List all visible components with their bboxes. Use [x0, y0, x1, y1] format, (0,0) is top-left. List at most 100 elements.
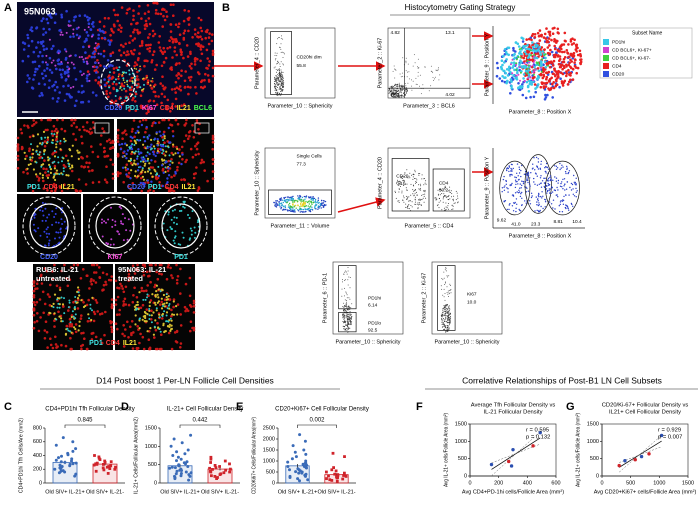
cell-dot: [282, 77, 284, 79]
cell-dot: [164, 145, 167, 148]
cell-dot: [542, 70, 545, 73]
cell-dot: [399, 91, 401, 93]
cell-dot: [397, 93, 398, 95]
cell-dot: [442, 322, 444, 324]
cell-dot: [309, 201, 311, 203]
cell-dot: [389, 86, 391, 88]
cell-dot: [554, 165, 556, 167]
cell-dot: [548, 32, 551, 36]
cell-dot: [540, 160, 542, 163]
cell-dot: [397, 200, 399, 202]
cell-dot: [57, 231, 60, 234]
cell-dot: [279, 86, 281, 88]
cell-dot: [28, 135, 32, 139]
cell-dot: [178, 85, 182, 88]
cell-dot: [149, 148, 152, 151]
cell-dot: [278, 74, 280, 76]
x-axis-label: Avg CD4+PD-1hi cells/Follicle Area (mm²): [462, 489, 564, 495]
cell-dot: [130, 22, 133, 26]
cell-dot: [448, 322, 450, 324]
cell-dot: [72, 315, 75, 318]
cell-dot: [176, 275, 180, 278]
cell-dot: [45, 54, 48, 57]
cell-dot: [553, 53, 556, 57]
cell-dot: [442, 201, 444, 203]
cell-dot: [348, 305, 350, 307]
cell-dot: [297, 210, 300, 212]
cell-dot: [105, 242, 108, 244]
cell-dot: [310, 197, 313, 200]
cell-dot: [106, 59, 110, 62]
cell-dot: [396, 88, 398, 90]
cell-dot: [34, 121, 38, 124]
cell-dot: [550, 38, 553, 42]
cell-dot: [550, 50, 554, 54]
cell-dot: [43, 149, 46, 152]
cell-dot: [148, 330, 151, 333]
cell-dot: [124, 142, 127, 145]
cell-dot: [347, 317, 348, 319]
cell-dot: [563, 56, 567, 59]
cell-dot: [66, 327, 69, 330]
cell-dot: [100, 134, 103, 137]
cell-dot: [53, 216, 56, 218]
cell-dot: [402, 86, 404, 88]
cell-dot: [507, 188, 509, 190]
cell-dot: [153, 336, 156, 339]
cell-dot: [524, 47, 528, 51]
cell-dot: [446, 317, 448, 319]
cell-dot: [170, 151, 174, 155]
cell-dot: [97, 62, 100, 64]
cell-dot: [572, 205, 574, 207]
cell-dot: [530, 80, 533, 84]
cell-dot: [85, 303, 89, 307]
cell-dot: [567, 43, 570, 46]
cell-dot: [443, 187, 445, 189]
cell-dot: [38, 94, 41, 98]
cell-dot: [44, 74, 48, 78]
cell-dot: [407, 205, 409, 207]
gate-label: Single Cells: [297, 154, 323, 160]
cell-dot: [529, 200, 531, 202]
cell-dot: [175, 329, 179, 333]
cell-dot: [103, 36, 106, 40]
cell-dot: [129, 92, 132, 96]
cell-dot: [146, 4, 150, 7]
cell-dot: [123, 99, 127, 103]
cell-dot: [83, 337, 86, 341]
cell-dot: [531, 45, 535, 49]
cell-dot: [347, 320, 349, 322]
cell-dot: [299, 211, 301, 213]
cell-dot: [174, 91, 177, 94]
cell-dot: [443, 307, 444, 309]
cell-dot: [174, 152, 177, 155]
cell-dot: [314, 207, 316, 209]
cell-dot: [112, 243, 115, 246]
data-point: [489, 462, 494, 467]
cell-dot: [279, 71, 280, 73]
cell-dot: [48, 304, 52, 307]
cell-dot: [94, 281, 98, 284]
cell-dot: [349, 320, 351, 322]
cell-dot: [136, 129, 139, 133]
cell-dot: [49, 312, 52, 315]
cell-dot: [74, 313, 77, 316]
cell-dot: [349, 316, 351, 318]
cell-dot: [133, 135, 136, 139]
cell-dot: [90, 55, 94, 59]
cell-dot: [181, 158, 184, 161]
cell-dot: [142, 273, 146, 277]
cell-dot: [119, 54, 123, 57]
cell-dot: [276, 63, 278, 65]
cell-dot: [83, 14, 87, 17]
cell-dot: [529, 76, 532, 79]
cell-dot: [531, 41, 534, 44]
cell-dot: [404, 90, 406, 92]
cell-dot: [124, 166, 127, 169]
cell-dot: [60, 343, 63, 347]
cell-dot: [295, 207, 297, 209]
cell-dot: [524, 69, 528, 73]
cell-dot: [207, 64, 211, 67]
cell-dot: [80, 314, 83, 317]
cell-dot: [540, 63, 543, 67]
